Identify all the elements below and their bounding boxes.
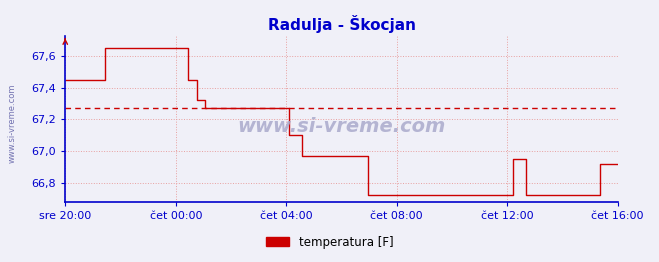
Text: www.si-vreme.com: www.si-vreme.com [8,83,17,163]
Title: Radulja - Škocjan: Radulja - Škocjan [268,15,416,33]
Text: www.si-vreme.com: www.si-vreme.com [237,117,445,137]
Legend: temperatura [F]: temperatura [F] [261,231,398,253]
